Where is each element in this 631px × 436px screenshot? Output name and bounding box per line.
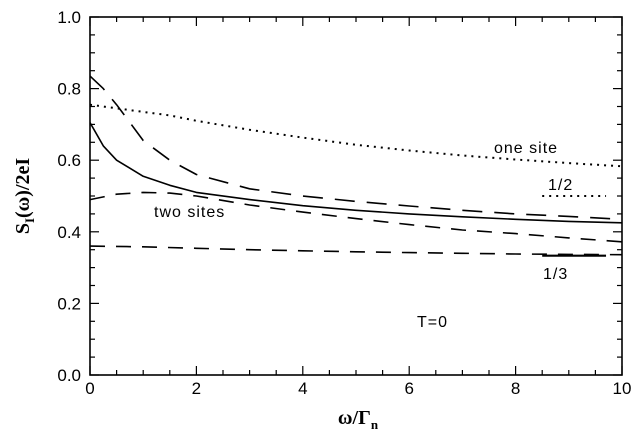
series-line-1 bbox=[89, 103, 623, 168]
plot-frame bbox=[89, 16, 623, 376]
annotation-one-site: one site bbox=[494, 140, 558, 157]
x-tick-label: 8 bbox=[511, 379, 520, 398]
x-tick-label: 2 bbox=[192, 379, 201, 398]
x-tick-label: 6 bbox=[404, 379, 413, 398]
series-group bbox=[89, 75, 623, 256]
annotation-third: 1/3 bbox=[543, 266, 568, 283]
y-tick-label: 0.8 bbox=[57, 80, 81, 99]
x-tick-label: 4 bbox=[298, 379, 307, 398]
y-tick-label: 0.6 bbox=[57, 151, 81, 170]
y-tick-label: 0.2 bbox=[57, 294, 81, 313]
y-tick-label: 1.0 bbox=[57, 8, 81, 27]
x-tick-labels: 0 2 4 6 8 10 bbox=[85, 379, 631, 398]
annotation-temperature: T=0 bbox=[417, 314, 448, 331]
y-tick-label: 0.0 bbox=[57, 366, 81, 385]
annotation-two-sites: two sites bbox=[154, 204, 225, 221]
series-line-4 bbox=[89, 191, 623, 243]
x-tick-label: 0 bbox=[85, 379, 94, 398]
reference-lines bbox=[542, 195, 607, 257]
x-tick-label: 10 bbox=[613, 379, 631, 398]
series-line-5 bbox=[89, 245, 623, 256]
y-tick-label: 0.4 bbox=[57, 223, 81, 242]
series-line-3 bbox=[89, 122, 623, 224]
series-line-2 bbox=[89, 75, 623, 221]
annotation-half: 1/2 bbox=[548, 177, 573, 194]
y-axis-title: SI(ω)/2eI bbox=[12, 158, 37, 235]
y-tick-labels: 0.0 0.2 0.4 0.6 0.8 1.0 bbox=[57, 8, 81, 385]
x-axis-title: ω/Γn bbox=[338, 407, 379, 432]
